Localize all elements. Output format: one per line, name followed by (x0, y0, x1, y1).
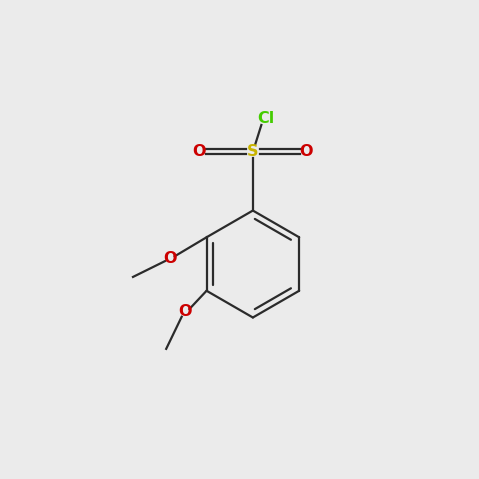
Text: O: O (193, 144, 206, 159)
Text: O: O (163, 251, 177, 266)
Text: O: O (299, 144, 313, 159)
Text: S: S (247, 144, 259, 159)
Text: O: O (178, 305, 192, 319)
Text: Cl: Cl (257, 111, 274, 126)
